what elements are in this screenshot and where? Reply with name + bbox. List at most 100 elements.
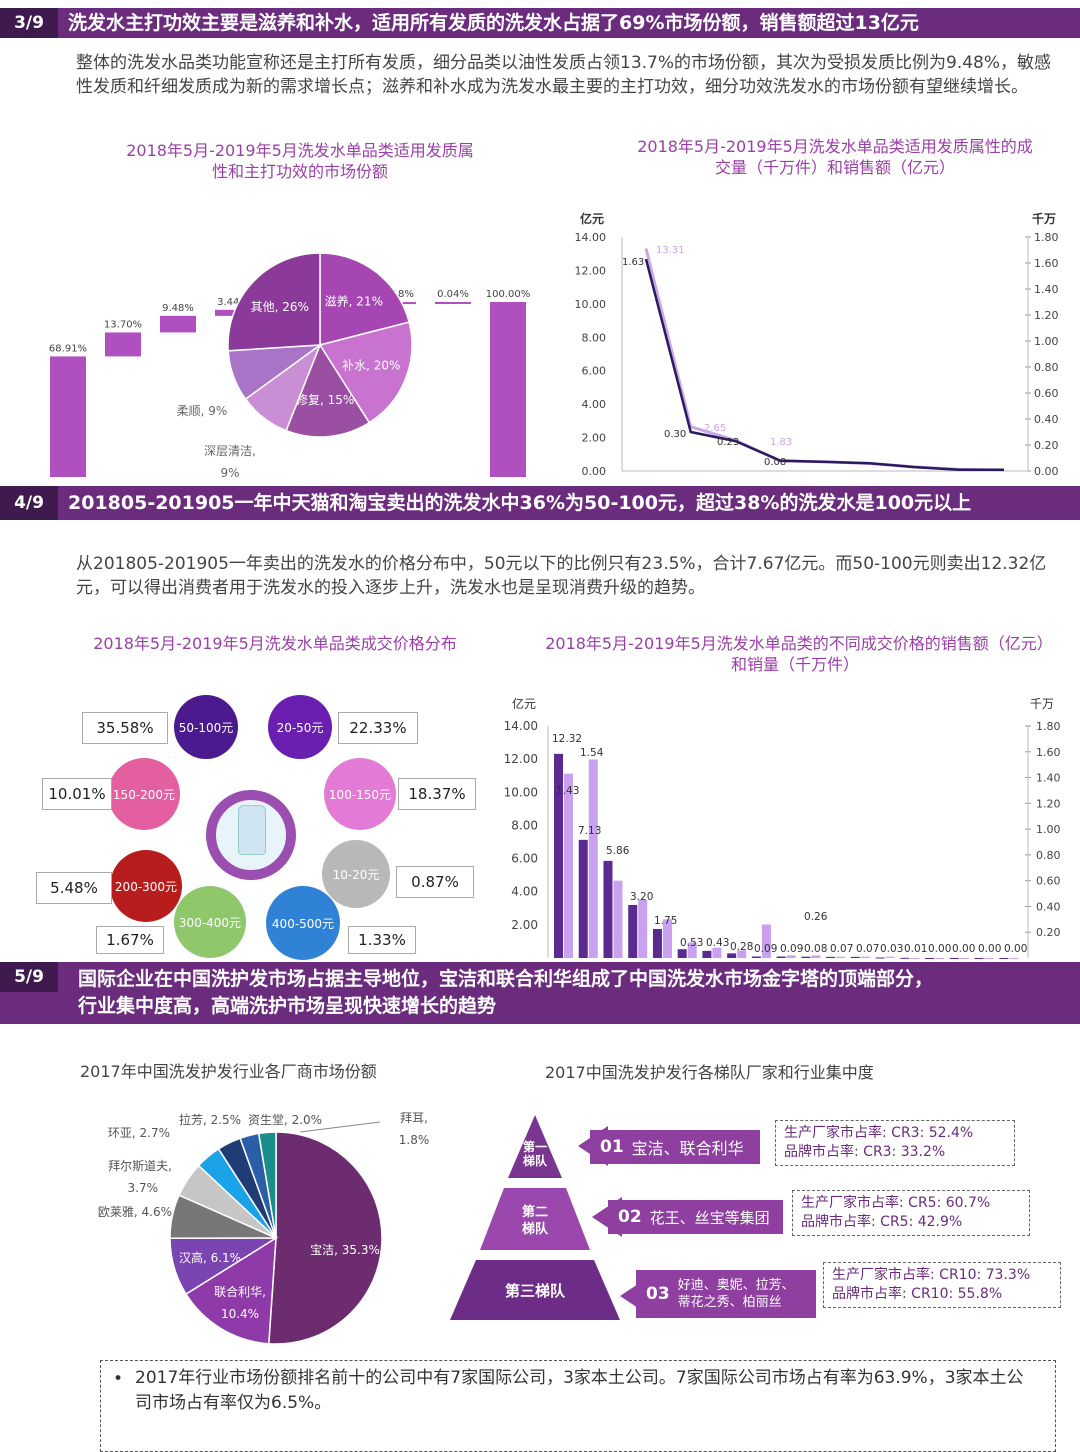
- sales-bar: [925, 958, 935, 959]
- pyramid-shape: [450, 1115, 620, 1320]
- y2-tick-label: 1.00: [1036, 823, 1061, 836]
- price-bubble: 400-500元: [266, 886, 340, 960]
- y-tick-label: 8.00: [511, 818, 538, 832]
- y2-tick-label: 0.20: [1036, 926, 1061, 939]
- volume-bar: [564, 773, 573, 958]
- volume-bar: [687, 942, 697, 958]
- tier-3-number: 03: [646, 1284, 670, 1304]
- price-percent: 1.67%: [96, 926, 164, 954]
- y2-tick-label: 0.60: [1034, 387, 1059, 400]
- pie-label: 3.7%: [128, 1181, 159, 1195]
- pie-label: 联合利华,: [214, 1284, 266, 1299]
- y2-tick-label: 0.80: [1036, 849, 1061, 862]
- volume-bar: [910, 958, 920, 959]
- volume-bar: [613, 880, 623, 958]
- price-bubble: 300-400元: [174, 886, 246, 958]
- pie-slice: [257, 1131, 277, 1239]
- series-line: [644, 258, 1004, 471]
- data-label: 5.86: [606, 845, 630, 857]
- left-axis-unit: 亿元: [512, 696, 536, 711]
- bar-value-label: 3.44%: [217, 297, 249, 308]
- pie-slice: [319, 252, 411, 346]
- volume-bar: [737, 950, 747, 958]
- bar-value-label: 68.91%: [49, 343, 87, 354]
- sales-bar: [900, 957, 910, 959]
- data-label: 0.00: [952, 943, 975, 955]
- volume-bar: [885, 956, 895, 958]
- waterfall-bar: [435, 302, 471, 304]
- pie-label: 滋养, 21%: [325, 293, 383, 308]
- chart-title: 2017中国洗发护发行各梯队厂家和行业集中度: [545, 1063, 874, 1082]
- y-tick-label: 4.00: [582, 398, 607, 411]
- data-label: 0.01: [904, 943, 927, 955]
- volume-bar: [935, 958, 945, 959]
- summary-note: • 2017年行业市场份额排名前十的公司中有7家国际公司，3家本土公司。7家国际…: [100, 1360, 1056, 1452]
- volume-bar: [860, 956, 870, 958]
- tier-1-desc: 宝洁、联合利华: [631, 1139, 744, 1158]
- pie-label: 宝洁, 35.3%: [310, 1243, 380, 1257]
- volume-bar: [712, 947, 722, 958]
- price-bubble: 200-300元: [110, 850, 182, 922]
- data-label: 0.07: [830, 943, 853, 955]
- tier-3-desc: 好迪、奥妮、拉芳、蒂花之秀、柏丽丝: [677, 1278, 795, 1310]
- pie-slice: [227, 252, 321, 352]
- volume-bar: [786, 955, 796, 958]
- manufacturer-pie-chart: 宝洁, 35.3% 联合利华, 10.4% 汉高, 6.1% 欧莱雅, 4.6% 拜尔斯道…: [98, 1111, 430, 1345]
- pie-label: 资生堂, 2.0%: [248, 1113, 322, 1127]
- waterfall-bar: [50, 356, 86, 477]
- chart-title: 2018年5月-2019年5月洗发水单品类适用发质属性和主打功效的市场份额: [126, 141, 474, 181]
- right-axis-unit: 千万: [1032, 211, 1056, 226]
- price-bubble: 20-50元: [268, 695, 332, 759]
- sales-bar: [751, 956, 761, 958]
- waterfall-bar: [215, 309, 251, 316]
- y2-tick-label: 0.60: [1036, 875, 1061, 888]
- pie-label: 环亚, 2.7%: [108, 1126, 170, 1140]
- tier-2-cr-box: 生产厂家市占率: CR5: 60.7% 品牌市占率: CR5: 42.9%: [792, 1190, 1030, 1236]
- volume-bar: [638, 900, 648, 958]
- line-chart: 亿元 千万 0.00 2.00 4.00 6.00 8.00 10.00 12.00 14.00 0…: [575, 211, 1059, 478]
- y-tick-label: 6.00: [511, 852, 538, 866]
- data-label: 0.30: [664, 429, 686, 440]
- tier-2-cr-brand: 品牌市占率: CR5: 42.9%: [801, 1214, 963, 1230]
- section-title-line-2: 行业集中度高，高端洗护市场呈现快速增长的趋势: [78, 995, 497, 1017]
- pie-label: 1.8%: [399, 1133, 430, 1147]
- data-label: 0.43: [706, 937, 729, 949]
- y2-tick-label: 0.40: [1036, 900, 1061, 913]
- sales-bar: [974, 958, 984, 959]
- pie-label: 其他, 26%: [251, 300, 309, 314]
- y-tick-label: 2.00: [582, 432, 607, 445]
- bar-value-label: 100.00%: [486, 289, 531, 300]
- chart-title: 2017年中国洗发护发行业各厂商市场份额: [80, 1062, 377, 1081]
- y-tick-label: 4.00: [511, 885, 538, 899]
- data-label: 2.65: [704, 423, 726, 434]
- pie-slice: [184, 1236, 277, 1345]
- data-label: 1.54: [580, 747, 604, 759]
- leader-line: [299, 1121, 381, 1133]
- section-4-header: 4/9 201805-201905一年中天猫和淘宝卖出的洗发水中36%为50-1…: [0, 486, 1080, 520]
- bar-chart: 亿元 千万 2.00 4.00 6.00 8.00 10.00 12.00 14.00 0.20 0…: [504, 696, 1061, 959]
- section-title: 洗发水主打功效主要是滋养和补水，适用所有发质的洗发水占据了69%市场份额，销售额…: [68, 12, 919, 34]
- tier-2-box: 02 花王、丝宝等集团: [608, 1200, 783, 1234]
- data-label: 0.23: [717, 437, 739, 448]
- data-label: 0.08: [804, 943, 827, 955]
- sales-bar: [776, 956, 786, 958]
- price-percent: 18.37%: [398, 778, 476, 810]
- price-percent: 22.33%: [338, 712, 418, 744]
- chart-title: 2018年5月-2019年5月洗发水单品类适用发质属性的成交量（千万件）和销售额…: [637, 137, 1033, 177]
- y2-tick-label: 1.40: [1034, 283, 1059, 296]
- price-bubble: 150-200元: [108, 758, 180, 830]
- tier-2-cr-manufacturer: 生产厂家市占率: CR5: 60.7%: [801, 1195, 991, 1211]
- data-label: 1.75: [654, 915, 677, 927]
- price-percent: 10.01%: [42, 778, 112, 810]
- y-tick-label: 14.00: [504, 719, 538, 733]
- y2-tick-label: 0.40: [1034, 413, 1059, 426]
- y-tick-label: 0.00: [582, 465, 607, 478]
- tier-2-number: 02: [618, 1207, 642, 1227]
- price-distribution: 50-100元 35.58% 20-50元 22.33% 100-150元 18.37% 1…: [0, 690, 500, 960]
- sales-bar: [875, 957, 885, 959]
- sales-bar: [628, 904, 638, 958]
- data-label: 0.53: [680, 937, 703, 949]
- price-bubble: 10-20元: [322, 840, 390, 908]
- y2-tick-label: 1.40: [1036, 772, 1061, 785]
- volume-bar: [588, 759, 598, 958]
